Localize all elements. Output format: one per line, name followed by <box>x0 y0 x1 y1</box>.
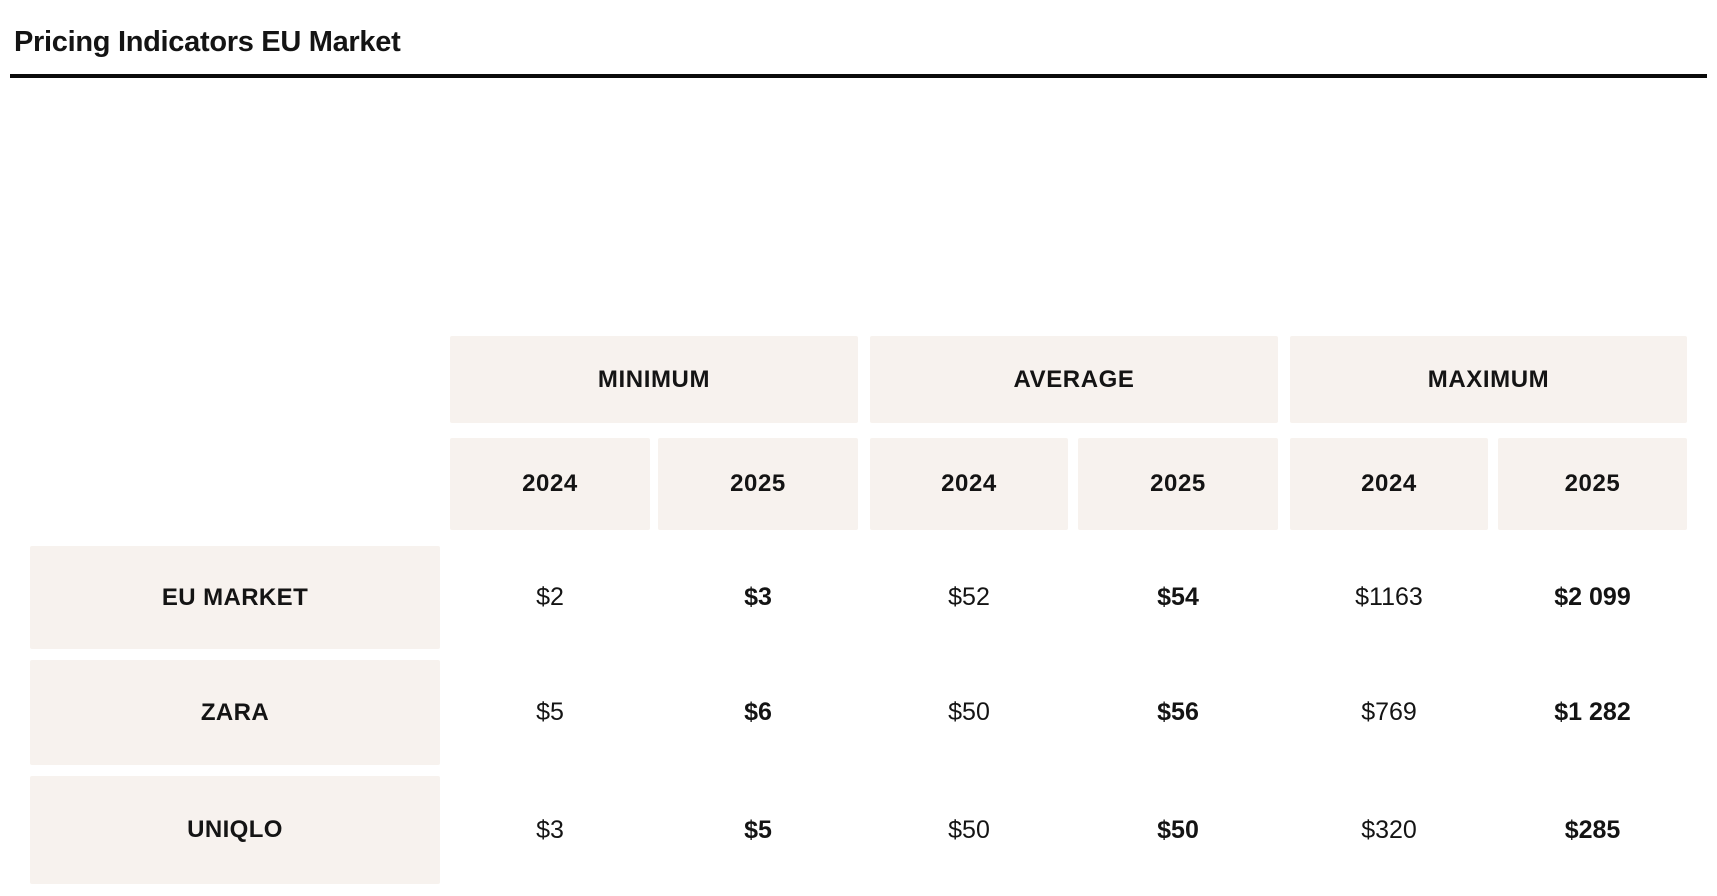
group-header-minimum: MINIMUM <box>450 336 858 423</box>
value-uniqlo-max-2025: $285 <box>1564 815 1621 844</box>
value-zara-min-2025: $6 <box>744 698 772 726</box>
row-label-zara: ZARA <box>30 660 440 765</box>
value-eu-market-max-2025: $2 099 <box>1554 583 1631 611</box>
year-header-minimum-2024: 2024 <box>450 438 650 530</box>
value-eu-market-avg-2025: $54 <box>1157 583 1199 611</box>
value-uniqlo-min-2024: $3 <box>536 815 564 844</box>
value-eu-market-min-2025: $3 <box>744 583 772 611</box>
value-zara-min-2024: $5 <box>536 698 564 726</box>
pricing-table: MINIMUM AVERAGE MAXIMUM 2024 2025 2024 2… <box>30 336 1687 884</box>
value-uniqlo-avg-2025: $50 <box>1157 815 1199 844</box>
value-zara-max-2024: $769 <box>1361 698 1417 726</box>
year-header-average-2024: 2024 <box>870 438 1068 530</box>
row-label-eu-market: EU MARKET <box>30 546 440 649</box>
title-underline <box>10 74 1707 78</box>
year-header-maximum-2025: 2025 <box>1498 438 1687 530</box>
page-title: Pricing Indicators EU Market <box>14 26 401 58</box>
value-uniqlo-max-2024: $320 <box>1361 815 1417 844</box>
row-label-uniqlo: UNIQLO <box>30 776 440 884</box>
value-zara-avg-2024: $50 <box>948 698 990 726</box>
value-eu-market-avg-2024: $52 <box>948 583 990 611</box>
value-eu-market-min-2024: $2 <box>536 583 564 611</box>
year-header-average-2025: 2025 <box>1078 438 1278 530</box>
value-uniqlo-min-2025: $5 <box>744 815 772 844</box>
group-header-maximum: MAXIMUM <box>1290 336 1687 423</box>
year-header-minimum-2025: 2025 <box>658 438 858 530</box>
group-header-average: AVERAGE <box>870 336 1278 423</box>
year-header-maximum-2024: 2024 <box>1290 438 1488 530</box>
value-eu-market-max-2024: $1163 <box>1355 583 1423 611</box>
value-zara-avg-2025: $56 <box>1157 698 1199 726</box>
value-uniqlo-avg-2024: $50 <box>948 815 990 844</box>
value-zara-max-2025: $1 282 <box>1554 698 1631 726</box>
